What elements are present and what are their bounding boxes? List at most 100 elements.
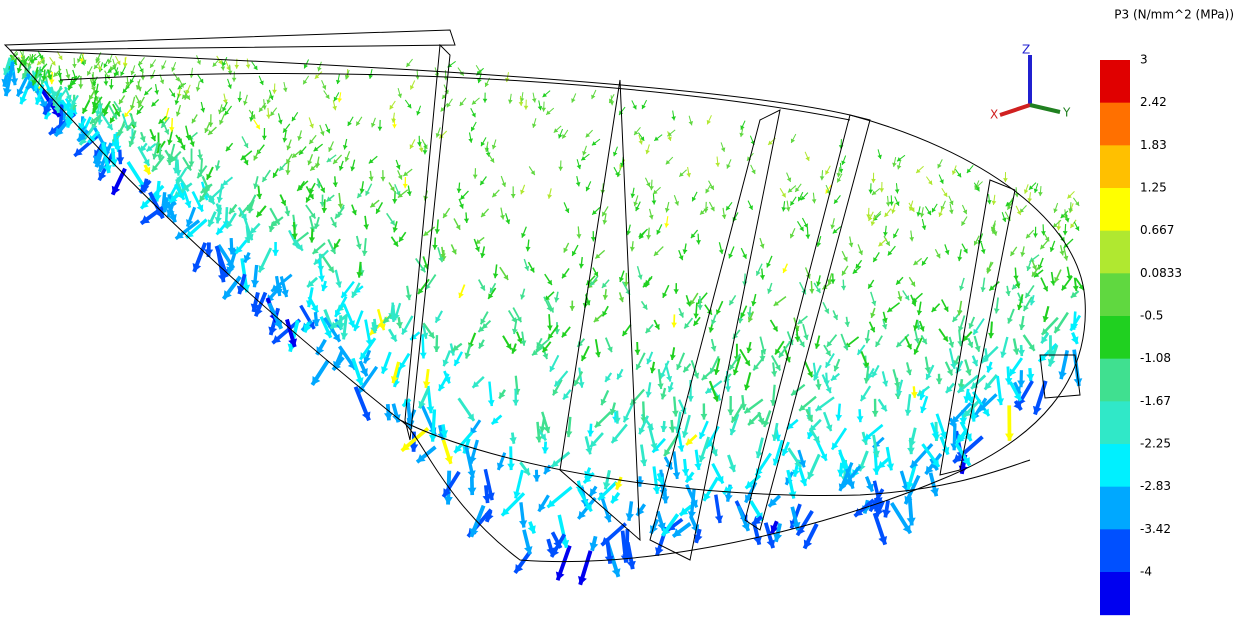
arrow-head <box>511 328 518 335</box>
arrow-head <box>286 158 291 164</box>
arrow-head <box>660 425 668 432</box>
arrow-head <box>584 503 592 512</box>
arrow-head <box>224 110 230 116</box>
arrow-head <box>505 219 511 225</box>
arrow-head <box>335 79 341 85</box>
arrow-head <box>279 165 285 171</box>
arrow-head <box>241 284 251 293</box>
arrow-head <box>863 377 870 384</box>
arrow-head <box>577 576 587 585</box>
arrow-head <box>488 293 494 299</box>
arrow-head <box>832 314 838 320</box>
arrow-head <box>271 249 280 256</box>
arrow-head <box>965 369 972 376</box>
arrow-head <box>724 386 732 392</box>
arrow-head <box>188 161 195 167</box>
arrow-head <box>897 296 903 302</box>
arrow-head <box>957 256 963 262</box>
arrow-head <box>552 389 559 396</box>
arrow-head <box>548 333 554 340</box>
arrow-head <box>554 297 560 303</box>
arrow-head <box>392 199 398 204</box>
arrow-head <box>199 78 204 84</box>
arrow-head <box>690 233 696 239</box>
arrow-head <box>237 97 243 103</box>
arrow-head <box>595 253 601 259</box>
arrow-head <box>925 373 932 380</box>
arrow-head <box>589 542 599 551</box>
arrow-head <box>1052 222 1058 228</box>
arrow-head <box>356 121 361 126</box>
arrow-head <box>171 67 176 72</box>
arrow-head <box>910 207 915 212</box>
arrow-head <box>724 494 733 502</box>
arrow-head <box>261 135 267 140</box>
arrow-head <box>683 366 690 373</box>
legend-title: P3 (N/mm^2 (MPa)) <box>1114 8 1234 22</box>
arrow-head <box>478 326 485 332</box>
arrow-head <box>843 256 848 262</box>
arrow-head <box>990 226 996 232</box>
arrow-head <box>439 430 449 438</box>
arrow-head <box>116 157 125 165</box>
arrow-head <box>555 571 565 581</box>
arrow-head <box>217 59 222 65</box>
arrow-head <box>986 200 992 205</box>
arrow-head <box>208 122 214 127</box>
arrow-head <box>243 100 248 106</box>
arrow-head <box>629 246 635 252</box>
arrow-head <box>693 372 700 379</box>
arrow-head <box>314 74 320 79</box>
arrow-head <box>368 176 374 182</box>
arrow-head <box>1017 349 1026 357</box>
arrow-head <box>712 395 719 402</box>
arrow-head <box>357 192 363 199</box>
arrow-head <box>58 80 64 85</box>
arrow-head <box>602 294 609 300</box>
arrow-head <box>957 172 962 178</box>
arrow-head <box>669 354 676 360</box>
legend-band <box>1100 316 1130 360</box>
arrow-head <box>768 140 773 145</box>
legend-band <box>1100 529 1130 573</box>
arrow-head <box>973 240 979 246</box>
arrow-head <box>906 343 912 350</box>
arrow-head <box>123 112 130 118</box>
arrow-head <box>984 382 992 390</box>
arrow-head <box>108 85 114 90</box>
arrow-head <box>686 474 694 483</box>
arrow-head <box>250 227 257 234</box>
arrow-head <box>814 343 821 349</box>
arrow-head <box>871 190 877 195</box>
arrow-head <box>459 203 464 209</box>
arrow-head <box>325 128 331 134</box>
arrow-head <box>560 539 570 548</box>
arrow-head <box>333 159 338 164</box>
arrow-head <box>626 560 636 570</box>
arrow-head <box>611 495 619 503</box>
arrow-head <box>729 299 735 306</box>
arrow-head <box>129 78 135 84</box>
arrow-head <box>77 58 82 63</box>
arrow-head <box>156 154 164 160</box>
arrow-head <box>563 247 569 253</box>
arrow-head <box>489 158 495 163</box>
arrow-head <box>770 399 777 406</box>
arrow-head <box>855 263 861 269</box>
arrow-head <box>56 96 63 103</box>
arrow-head <box>726 205 731 211</box>
arrow-head <box>409 144 415 149</box>
arrow-head <box>355 377 364 386</box>
arrow-head <box>150 135 156 142</box>
arrow-head <box>546 305 552 312</box>
arrow-head <box>881 323 888 330</box>
arrow-head <box>910 391 918 398</box>
arrow-head <box>530 170 535 176</box>
arrow-head <box>993 308 1000 314</box>
arrow-head <box>886 463 895 471</box>
arrow-head <box>185 164 192 171</box>
arrow-head <box>549 365 556 372</box>
arrow-head <box>113 72 119 78</box>
arrow-head <box>983 354 990 361</box>
arrow-head <box>467 487 477 496</box>
